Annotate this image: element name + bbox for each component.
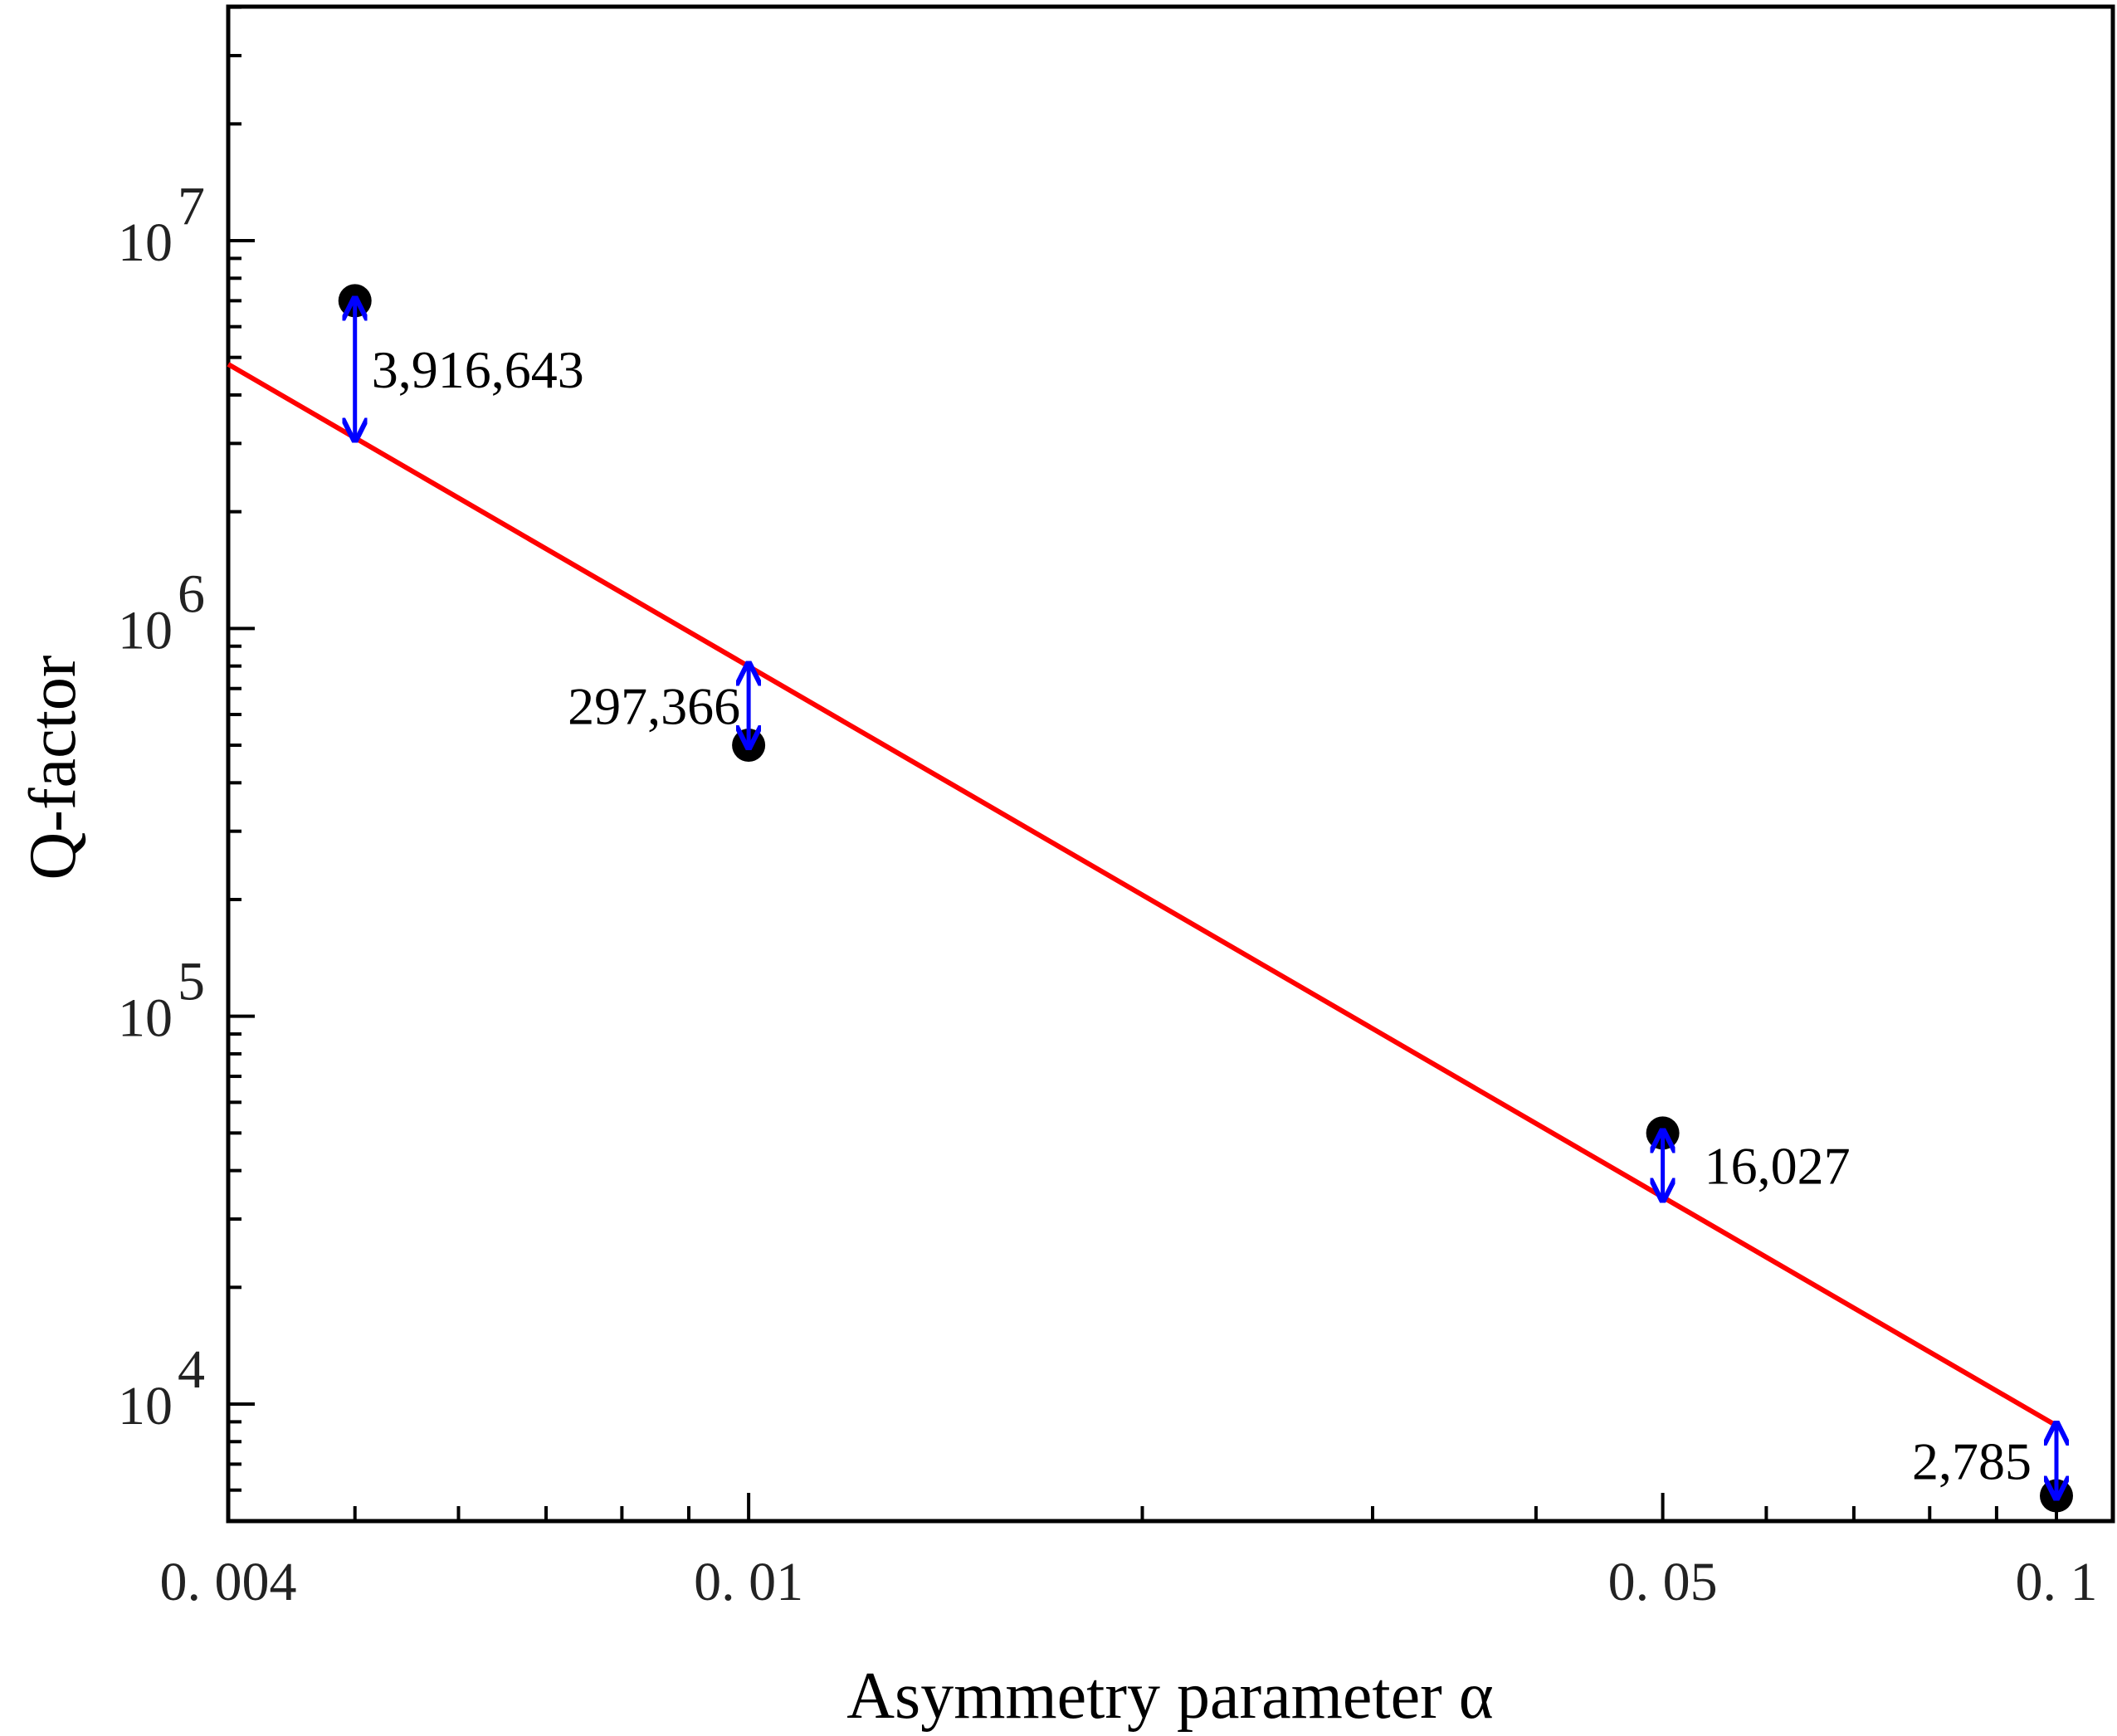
difference-label: 297,366 [568,676,740,735]
difference-label: 2,785 [1912,1431,2032,1490]
y-axis-title: Q-factor [17,656,90,880]
x-tick-label: 0. 004 [160,1552,297,1612]
y-tick-label: 10 [118,1376,173,1436]
difference-label: 16,027 [1705,1136,1851,1195]
y-tick-exponent: 5 [178,952,205,1012]
fit-line [227,362,2058,1428]
y-tick-exponent: 6 [178,563,205,624]
x-tick-label: 0. 05 [1608,1552,1718,1612]
x-axis-title: Asymmetry parameter α [846,1660,1493,1733]
y-tick-label: 10 [118,600,173,661]
difference-label: 3,916,643 [372,340,584,399]
y-tick-exponent: 7 [178,176,205,237]
y-tick-label: 10 [118,988,173,1049]
x-tick-label: 0. 1 [2016,1552,2098,1612]
plot-frame [226,4,2115,1524]
y-tick-label: 10 [118,212,173,273]
x-tick-label: 0. 01 [694,1552,803,1612]
y-tick-exponent: 4 [178,1339,205,1400]
